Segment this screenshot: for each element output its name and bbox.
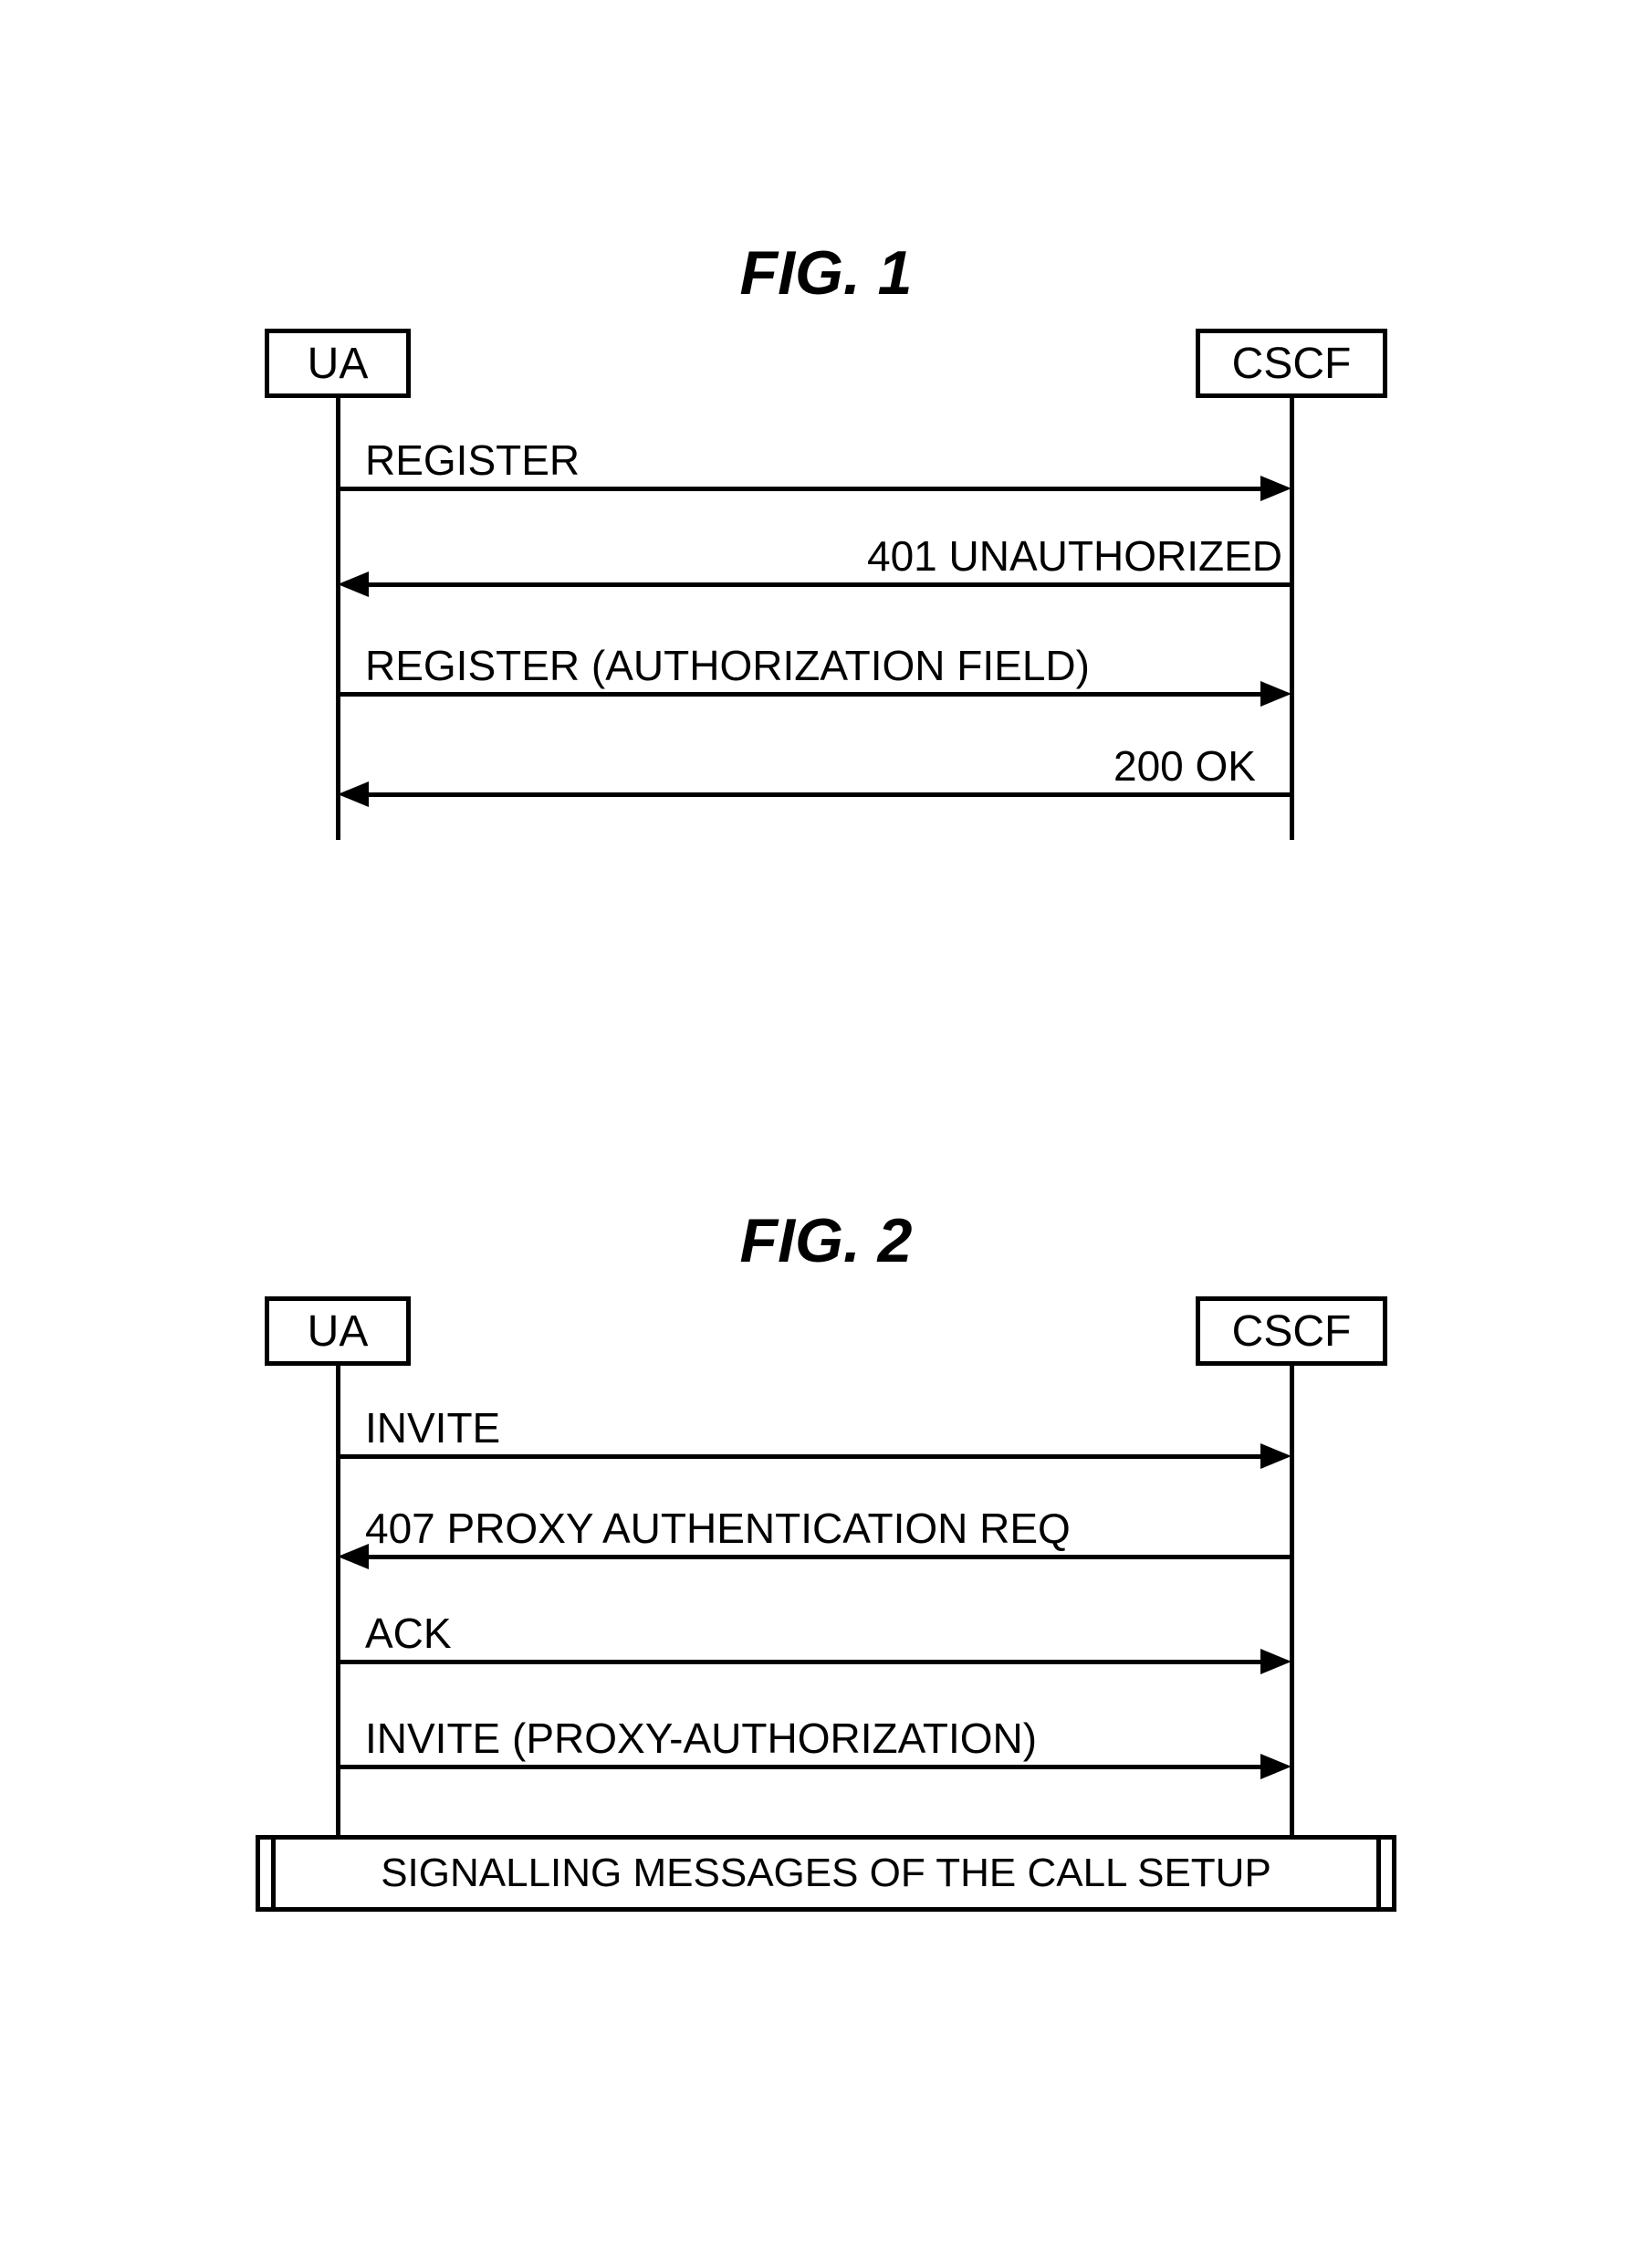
message-origin-tick <box>336 1650 340 1673</box>
message-label: ACK <box>365 1609 452 1658</box>
lifeline <box>336 398 340 840</box>
message-label: 407 PROXY AUTHENTICATION REQ <box>365 1504 1071 1553</box>
fig2-title: FIG. 2 <box>0 1205 1652 1276</box>
arrow-head-icon <box>1260 681 1291 707</box>
arrow-head-icon <box>1260 476 1291 501</box>
message-label: INVITE (PROXY-AUTHORIZATION) <box>365 1714 1037 1763</box>
message-arrow <box>338 1454 1260 1459</box>
message-origin-tick <box>336 1755 340 1778</box>
message-origin-tick <box>336 682 340 706</box>
message-arrow <box>369 582 1291 587</box>
lifeline <box>1290 398 1294 840</box>
message-arrow <box>338 1660 1260 1664</box>
message-arrow <box>338 692 1260 697</box>
message-label: REGISTER (AUTHORIZATION FIELD) <box>365 641 1090 690</box>
arrow-head-icon <box>338 1544 369 1569</box>
message-label: REGISTER <box>365 435 580 485</box>
participant-ua: UA <box>265 1296 411 1366</box>
message-origin-tick <box>1290 782 1294 806</box>
message-origin-tick <box>336 1444 340 1468</box>
message-origin-tick <box>336 477 340 500</box>
fig1-title: FIG. 1 <box>0 237 1652 309</box>
participant-ua: UA <box>265 329 411 398</box>
fig1-diagram: UA CSCF REGISTER 401 UNAUTHORIZED REGISTER (… <box>265 329 1387 840</box>
message-label: INVITE <box>365 1403 500 1452</box>
fig2-diagram: UA CSCF INVITE 407 PROXY AUTHENTICATION REQ… <box>265 1296 1387 1990</box>
message-label: 401 UNAUTHORIZED <box>867 531 1282 581</box>
message-arrow <box>369 792 1291 797</box>
page: FIG. 1 UA CSCF REGISTER 401 UNAUTHORIZED REG… <box>0 0 1652 2265</box>
arrow-head-icon <box>338 571 369 597</box>
message-origin-tick <box>1290 1545 1294 1568</box>
message-arrow <box>338 1765 1260 1769</box>
arrow-head-icon <box>338 781 369 807</box>
arrow-head-icon <box>1260 1754 1291 1779</box>
message-arrow <box>369 1555 1291 1559</box>
message-label: 200 OK <box>1114 741 1256 791</box>
arrow-head-icon <box>1260 1649 1291 1674</box>
participant-cscf: CSCF <box>1196 329 1387 398</box>
participant-cscf: CSCF <box>1196 1296 1387 1366</box>
arrow-head-icon <box>1260 1443 1291 1469</box>
combined-fragment: SIGNALLING MESSAGES OF THE CALL SETUP <box>256 1835 1396 1912</box>
message-arrow <box>338 487 1260 491</box>
message-origin-tick <box>1290 572 1294 596</box>
